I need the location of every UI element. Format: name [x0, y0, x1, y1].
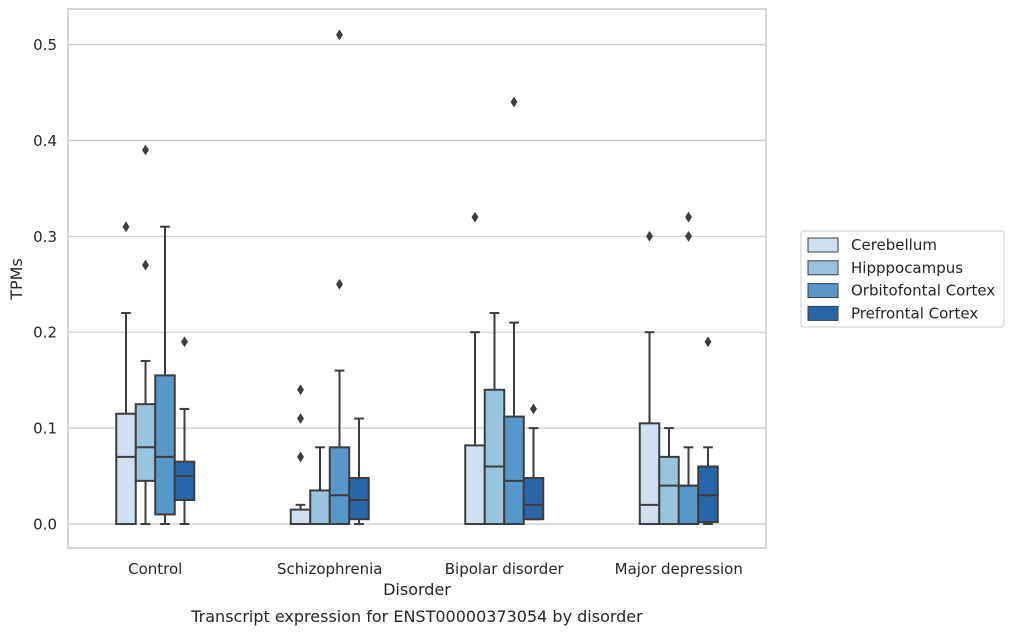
legend-label: Prefrontal Cortex: [851, 304, 978, 322]
outlier-point: [704, 336, 712, 348]
chart-caption: Transcript expression for ENST0000037305…: [190, 607, 643, 626]
outlier-point: [181, 336, 188, 348]
outlier-point: [336, 278, 343, 290]
box-hipppocampus: [483, 312, 506, 526]
box-hipppocampus: [658, 427, 680, 526]
box-body: [173, 460, 196, 502]
y-tick-label: 0.5: [33, 36, 57, 54]
box-cerebellum: [464, 211, 486, 526]
box-prefrontal-cortex: [173, 336, 196, 526]
y-tick-label: 0.4: [33, 132, 57, 150]
box-body: [658, 455, 680, 526]
box-orbitofontal-cortex: [503, 96, 525, 526]
y-tick-label: 0.2: [33, 324, 57, 342]
x-tick-label: Schizophrenia: [277, 560, 382, 578]
box-body: [348, 476, 370, 521]
box-body: [134, 403, 157, 482]
box-orbitofontal-cortex: [677, 211, 700, 526]
outlier-point: [646, 230, 653, 242]
outlier-point: [142, 144, 149, 156]
legend-swatch: [807, 237, 839, 253]
x-tick-label: Major depression: [615, 560, 743, 578]
box-body: [115, 412, 137, 526]
plot-frame: [67, 8, 767, 549]
legend-swatch: [807, 305, 839, 321]
box-orbitofontal-cortex: [154, 225, 176, 526]
box-cerebellum: [115, 221, 137, 526]
x-tick-label: Control: [128, 560, 182, 578]
x-axis-label: Disorder: [383, 580, 451, 599]
legend-swatch: [807, 283, 839, 299]
legend-swatch: [807, 260, 839, 276]
legend-label: Hipppocampus: [851, 259, 963, 277]
box-body: [309, 489, 331, 526]
outlier-point: [142, 259, 149, 271]
outlier-point: [685, 211, 692, 223]
outlier-point: [297, 413, 304, 424]
legend-label: Orbitofontal Cortex: [851, 282, 995, 300]
outlier-point: [336, 29, 343, 41]
outlier-point: [471, 211, 479, 223]
box-prefrontal-cortex: [522, 403, 545, 521]
box-cerebellum: [638, 230, 661, 526]
box-body: [522, 476, 545, 521]
boxes: [115, 29, 719, 526]
box-hipppocampus: [309, 446, 331, 526]
box-body: [483, 388, 506, 526]
x-axis-ticks: Control Schizophrenia Bipolar disorder Majo…: [128, 560, 743, 578]
box-body: [328, 446, 351, 526]
y-axis-label: TPMs: [7, 258, 26, 301]
box-body: [154, 374, 176, 516]
box-body: [638, 422, 661, 526]
outlier-point: [297, 451, 304, 463]
box-cerebellum: [289, 384, 312, 526]
outlier-point: [297, 384, 304, 396]
box-orbitofontal-cortex: [328, 29, 351, 526]
legend-frame: [800, 230, 1005, 328]
box-body: [464, 444, 486, 526]
x-tick-label: Bipolar disorder: [445, 560, 565, 578]
y-tick-label: 0.1: [33, 420, 57, 438]
box-body: [503, 415, 525, 526]
outlier-point: [685, 230, 692, 242]
y-tick-label: 0.3: [33, 228, 57, 246]
box-prefrontal-cortex: [697, 336, 719, 526]
box-hipppocampus: [134, 144, 157, 526]
box-body: [289, 508, 312, 526]
box-prefrontal-cortex: [348, 417, 370, 526]
box-body: [677, 484, 700, 526]
y-tick-label: 0.0: [33, 516, 57, 534]
legend: Cerebellum Hipppocampus Orbitofontal Corte…: [800, 230, 1005, 328]
y-axis-ticks: 0.0 0.1 0.2 0.3 0.4 0.5: [33, 36, 57, 534]
outlier-point: [510, 96, 518, 108]
outlier-point: [530, 403, 537, 415]
outlier-point: [122, 221, 130, 233]
legend-label: Cerebellum: [851, 236, 937, 254]
